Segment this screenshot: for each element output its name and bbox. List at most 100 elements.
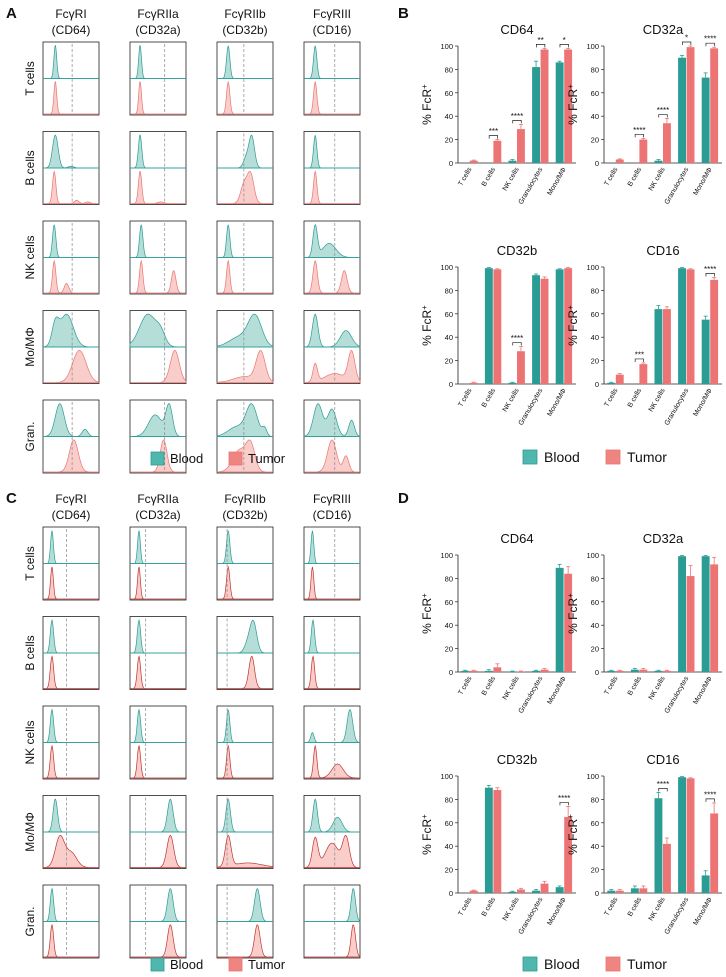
bar-blood: [654, 309, 663, 384]
y-tick-label: 0: [595, 380, 599, 389]
bar-tumor: [564, 49, 573, 164]
legend-swatch-blood: [522, 956, 538, 972]
bar-chart: CD32b 0 20 40 60 80 100 T cells B cells NK cellsG…: [420, 243, 576, 427]
y-tick-label: 80: [591, 574, 599, 583]
legend-label-tumor: Tumor: [627, 956, 667, 972]
legend: Blood Tumor: [522, 449, 667, 465]
column-header-cd: (CD32b): [222, 23, 267, 37]
y-tick-label: 0: [449, 159, 453, 168]
x-tick-label: Granulocytes: [664, 675, 691, 715]
tumor-histogram: [43, 744, 99, 779]
histogram-panel: [129, 616, 187, 690]
y-axis-label-text: % FcR: [566, 89, 580, 125]
tumor-histogram: [216, 349, 274, 383]
x-tick-label: T cells: [457, 675, 473, 696]
x-tick-label: T cells: [457, 166, 473, 187]
x-tick-label: T cells: [603, 166, 619, 187]
y-tick-label: 20: [445, 645, 453, 654]
bar-blood: [701, 556, 710, 672]
significance-label: ****: [704, 35, 716, 44]
column-header-receptor: FcγRIIa: [137, 7, 179, 21]
x-tick-label: B cells: [627, 166, 644, 188]
bar-tumor: [493, 790, 502, 893]
y-axis-label-text: % FcR: [420, 89, 434, 125]
column-header-receptor: FcγRIIb: [224, 492, 266, 506]
tumor-histogram: [130, 744, 186, 779]
tumor-histogram: [130, 170, 186, 204]
row-label: Mo/MΦ: [23, 812, 37, 852]
bar-blood: [484, 670, 493, 672]
tumor-histogram: [304, 80, 360, 115]
significance-bracket: [705, 273, 715, 277]
x-tick-label: Mono/MΦ: [692, 896, 714, 927]
y-tick-label: 0: [595, 889, 599, 898]
y-tick-label: 80: [591, 795, 599, 804]
significance-label: **: [537, 36, 543, 45]
x-tick-label: Mono/MΦ: [546, 675, 568, 706]
panel-letter: C: [6, 490, 17, 507]
x-tick-label: Granulocytes: [518, 387, 545, 427]
bar-tumor: [493, 269, 502, 384]
histogram-panel: [42, 399, 100, 474]
y-tick-label: 20: [591, 357, 599, 366]
tumor-histogram: [304, 439, 360, 473]
histogram-panel: [42, 795, 100, 869]
significance-label: ***: [635, 350, 644, 359]
tumor-histogram: [217, 744, 273, 779]
x-tick-label: T cells: [457, 896, 473, 917]
bar-tumor: [639, 888, 648, 893]
histogram-panel: [216, 884, 274, 959]
significance-label: *: [563, 36, 566, 45]
bar-blood: [607, 382, 616, 384]
significance-label: ****: [657, 106, 669, 115]
legend-label-blood: Blood: [170, 957, 203, 972]
panel-letter: B: [398, 5, 409, 22]
bar-tumor: [615, 159, 624, 163]
panel-letter: A: [6, 5, 17, 22]
histogram-panel: [129, 220, 187, 295]
chart-title: CD32a: [643, 22, 684, 37]
y-tick-label: 80: [591, 65, 599, 74]
bar-tumor: [686, 576, 695, 672]
x-tick-label: Mono/MΦ: [692, 166, 714, 197]
y-axis-label-sup: +: [566, 814, 575, 819]
tumor-histogram: [217, 259, 273, 294]
significance-label: ****: [558, 794, 570, 803]
x-tick-label: Granulocytes: [664, 896, 691, 936]
legend-swatch-blood: [522, 449, 538, 465]
bar-tumor: [639, 139, 648, 163]
y-axis-label-text: % FcR: [566, 819, 580, 855]
labels: A B C D FcγRI (CD64) FcγRIIa (CD32a) FcγRIIb (CD3…: [6, 5, 667, 972]
y-tick-label: 60: [591, 598, 599, 607]
x-tick-label: Mono/MΦ: [546, 387, 568, 418]
tumor-histogram: [217, 565, 273, 600]
y-tick-label: 80: [445, 286, 453, 295]
histogram-panel: [216, 795, 274, 869]
bar-blood: [532, 275, 540, 384]
bar-tumor: [710, 48, 719, 164]
histogram-panel: [42, 41, 100, 116]
significance-bracket: [512, 342, 522, 346]
histogram-panel: [216, 526, 274, 601]
histogram-panel: [129, 41, 187, 116]
bar-tumor: [517, 129, 525, 163]
x-tick-label: B cells: [481, 166, 498, 188]
bar-blood: [630, 888, 639, 893]
y-tick-label: 60: [445, 89, 453, 98]
tumor-histogram: [43, 350, 100, 383]
column-header-cd: (CD64): [52, 23, 91, 37]
tumor-histogram: [304, 744, 361, 779]
significance-bracket: [705, 798, 715, 802]
flow-histograms: [42, 41, 361, 959]
significance-bracket: [634, 134, 644, 138]
significance-label: ***: [489, 127, 498, 136]
y-tick-label: 40: [591, 333, 599, 342]
significance-label: ****: [511, 112, 523, 121]
histogram-panel: [42, 310, 100, 384]
bar-chart: CD16 0 20 40 60 80 100 T cells B cells NK cellsGr…: [566, 752, 722, 936]
chart-title: CD32b: [497, 752, 537, 767]
x-tick-label: T cells: [457, 387, 473, 408]
histogram-panel: [216, 41, 274, 116]
x-tick-label: Mono/MΦ: [692, 675, 714, 706]
